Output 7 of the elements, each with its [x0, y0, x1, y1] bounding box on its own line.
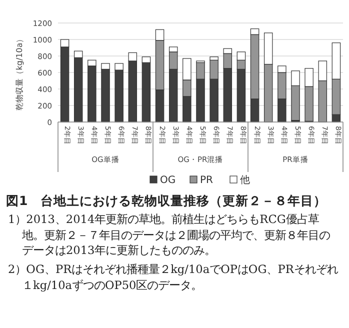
legend-label: PR [200, 175, 214, 186]
y-axis-title: 乾物収量（kg/10a） [15, 34, 24, 110]
text: 2）OG、PRはそれぞれ播種量２kg/10aでOPはOG、PRそれぞれ１kg/10aずつのOP50区のデータ。 [8, 262, 339, 293]
text: 図1 台地土における乾物収量推移（更新２－８年目） [5, 193, 328, 210]
legend-label: OG [160, 175, 176, 186]
legend-label: 他 [240, 174, 250, 186]
text: 1）2013、2014年更新の草地。前植生はどちらもRCG優占草地。更新２－７年目のデータは２圃場の平均で、更新８年目のデータは2013年に更新したもののみ。 [8, 212, 331, 258]
